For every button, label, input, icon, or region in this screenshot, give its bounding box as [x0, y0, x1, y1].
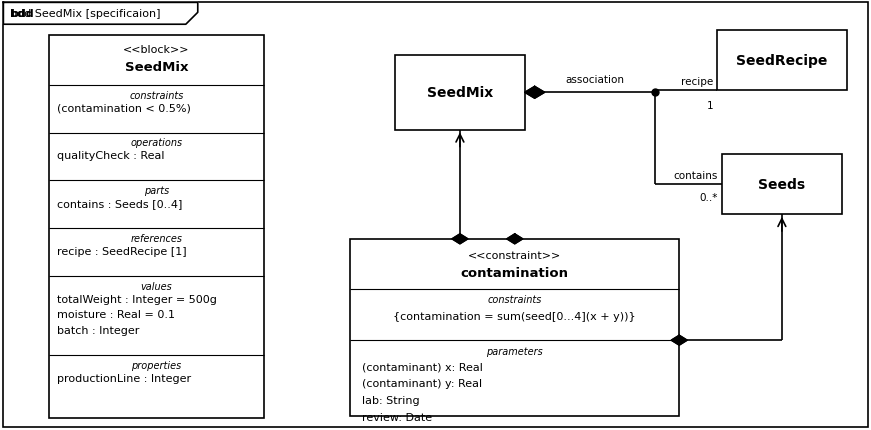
Text: totalWeight : Integer = 500g: totalWeight : Integer = 500g [57, 294, 217, 304]
Text: association: association [565, 75, 625, 85]
Text: parameters: parameters [486, 346, 544, 356]
Text: SeedMix: SeedMix [125, 61, 188, 74]
Text: contains : Seeds [0..4]: contains : Seeds [0..4] [57, 199, 183, 209]
Bar [722, 155, 841, 215]
Text: (contamination < 0.5%): (contamination < 0.5%) [57, 104, 191, 114]
Text: recipe : SeedRecipe [1]: recipe : SeedRecipe [1] [57, 246, 187, 256]
Polygon shape [507, 234, 523, 244]
Text: constraints: constraints [488, 295, 542, 305]
Text: <<constraint>>: <<constraint>> [468, 250, 562, 260]
Text: 1: 1 [706, 101, 713, 111]
Text: (contaminant) y: Real: (contaminant) y: Real [362, 378, 483, 388]
Polygon shape [3, 3, 198, 25]
Text: 0..*: 0..* [699, 193, 718, 203]
Polygon shape [524, 87, 544, 99]
Text: constraints: constraints [129, 91, 184, 101]
Bar [717, 31, 847, 91]
Text: contamination: contamination [461, 267, 569, 280]
Text: (contaminant) x: Real: (contaminant) x: Real [362, 361, 483, 371]
Text: review: Date: review: Date [362, 412, 432, 422]
Text: operations: operations [131, 138, 182, 148]
Text: bdd SeedMix [specificaion]: bdd SeedMix [specificaion] [10, 9, 161, 19]
Bar [395, 56, 524, 130]
Text: Seeds: Seeds [759, 178, 806, 192]
Text: productionLine : Integer: productionLine : Integer [57, 373, 192, 383]
Text: moisture : Real = 0.1: moisture : Real = 0.1 [57, 310, 175, 319]
Text: lab: String: lab: String [362, 395, 420, 405]
Bar [50, 36, 264, 418]
Polygon shape [672, 335, 687, 345]
Text: SeedMix: SeedMix [427, 86, 493, 100]
Text: recipe: recipe [681, 77, 713, 86]
Text: <<block>>: <<block>> [123, 45, 190, 55]
Text: properties: properties [132, 360, 181, 370]
Text: values: values [140, 281, 172, 291]
Text: references: references [131, 233, 182, 243]
Bar [350, 239, 679, 416]
Text: qualityCheck : Real: qualityCheck : Real [57, 151, 165, 161]
Text: contains: contains [674, 171, 718, 181]
Text: parts: parts [144, 186, 169, 196]
Polygon shape [452, 234, 468, 244]
Text: {contamination = sum(seed[0...4](x + y))}: {contamination = sum(seed[0...4](x + y))… [394, 312, 636, 322]
Text: SeedRecipe: SeedRecipe [736, 54, 827, 68]
Text: batch : Integer: batch : Integer [57, 326, 139, 335]
Text: bdd: bdd [10, 9, 34, 19]
